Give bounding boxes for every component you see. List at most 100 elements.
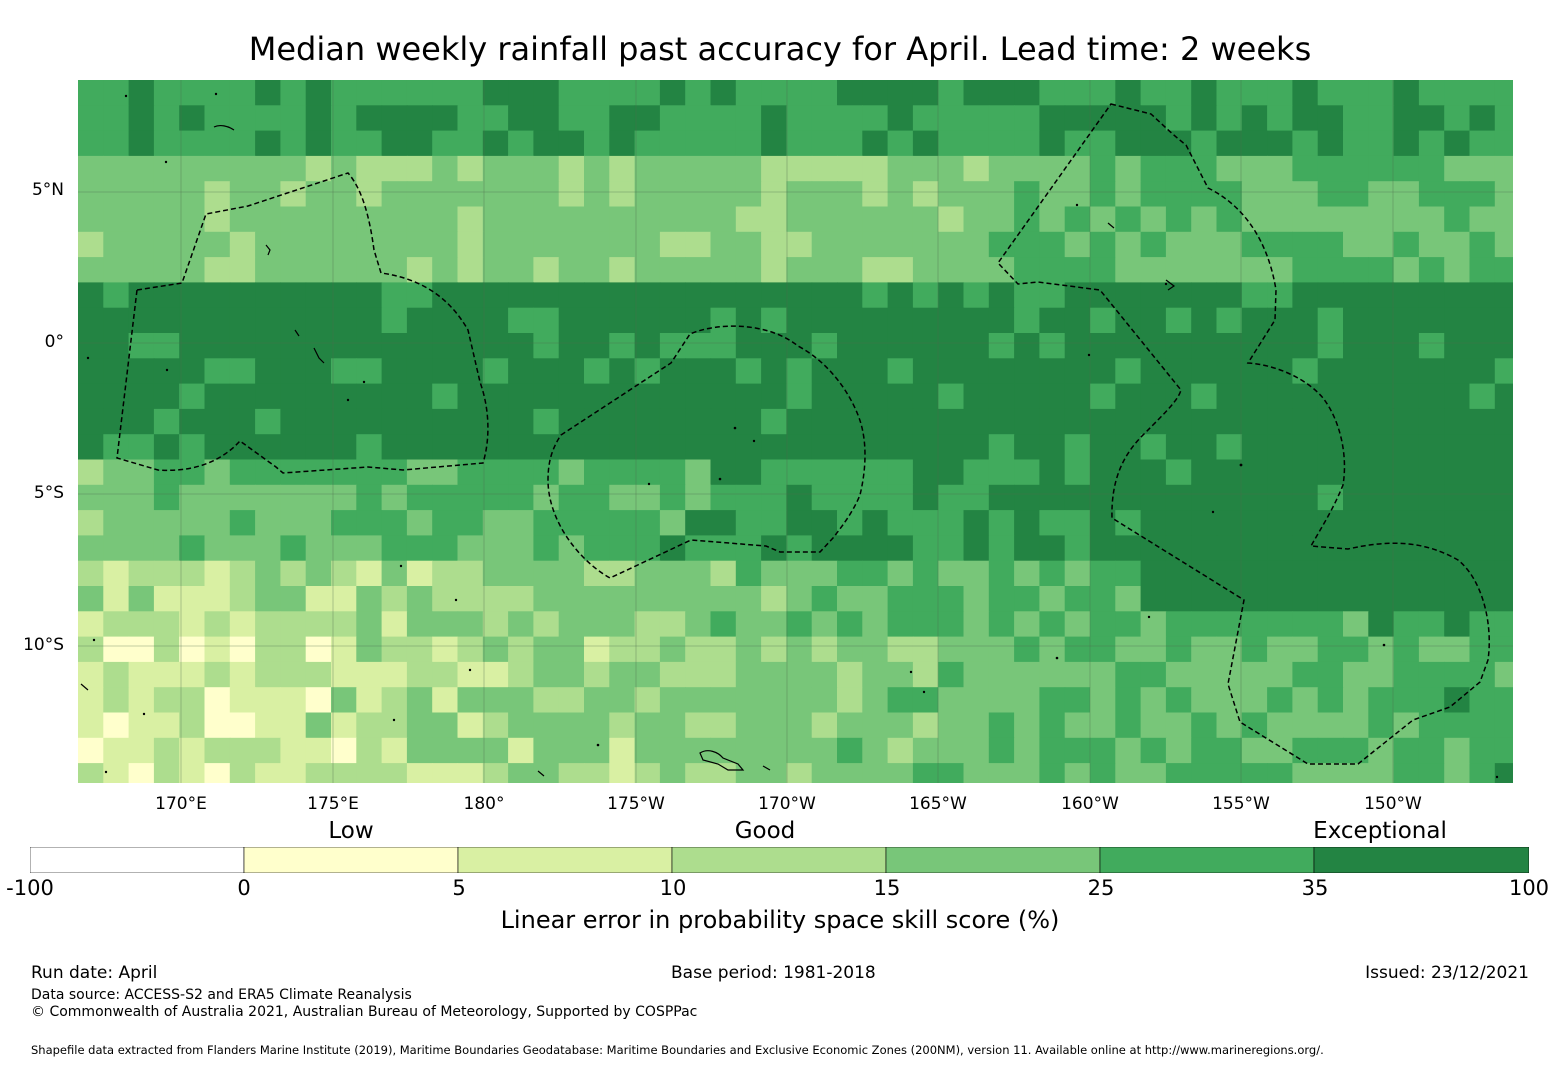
- grid-cell: [710, 333, 737, 359]
- grid-cell: [1317, 130, 1344, 157]
- grid-cell: [963, 763, 990, 783]
- grid-cell: [912, 155, 939, 182]
- grid-cell: [1469, 383, 1496, 410]
- grid-cell: [912, 231, 939, 258]
- grid-cell: [761, 80, 787, 106]
- grid-cell: [482, 155, 509, 182]
- grid-cell: [1317, 181, 1344, 208]
- grid-cell: [406, 408, 433, 435]
- grid-cell: [1267, 383, 1293, 410]
- grid-cell: [634, 257, 661, 283]
- grid-cell: [634, 130, 661, 157]
- grid-cell: [1418, 611, 1445, 638]
- grid-cell: [1216, 434, 1243, 461]
- grid-cell: [1064, 535, 1091, 562]
- grid-cell: [1469, 560, 1496, 587]
- grid-cell: [634, 611, 661, 638]
- grid-cell: [988, 282, 1015, 309]
- category-label-good: Good: [734, 818, 796, 844]
- grid-cell: [508, 231, 534, 258]
- grid-cell: [1014, 383, 1040, 410]
- grid-cell: [1090, 181, 1116, 208]
- grid-cell: [305, 737, 332, 764]
- grid-cell: [912, 282, 939, 309]
- grid-cell: [128, 560, 155, 587]
- grid-cell: [862, 181, 889, 208]
- grid-cell: [305, 687, 332, 714]
- grid-cell: [1014, 434, 1040, 461]
- grid-cell: [381, 105, 408, 132]
- grid-cell: [103, 763, 130, 783]
- grid-cell: [432, 181, 459, 208]
- grid-cell: [305, 105, 332, 132]
- grid-cell: [1343, 687, 1369, 714]
- grid-cell: [1292, 459, 1319, 486]
- grid-cell: [331, 763, 357, 783]
- grid-cell: [457, 282, 484, 309]
- grid-cell: [1393, 661, 1420, 688]
- grid-cell: [584, 763, 610, 783]
- grid-cell: [406, 737, 433, 764]
- grid-cell: [558, 333, 585, 359]
- grid-cell: [1393, 586, 1420, 612]
- grid-cell: [1140, 307, 1167, 334]
- grid-cell: [179, 80, 206, 106]
- grid-cell: [1418, 358, 1445, 385]
- grid-cell: [786, 408, 813, 435]
- grid-cell: [710, 231, 737, 258]
- grid-cell: [609, 737, 636, 764]
- grid-cell: [482, 484, 509, 511]
- grid-cell: [609, 231, 636, 258]
- grid-cell: [1343, 231, 1369, 258]
- grid-cell: [128, 206, 155, 233]
- grid-cell: [887, 181, 914, 208]
- grid-cell: [786, 434, 813, 461]
- grid-cell: [406, 687, 433, 714]
- grid-cell: [710, 155, 737, 182]
- grid-cell: [1267, 206, 1293, 233]
- grid-cell: [710, 206, 737, 233]
- grid-cell: [229, 737, 256, 764]
- grid-cell: [533, 130, 560, 157]
- grid-cell: [482, 737, 509, 764]
- grid-cell: [1317, 636, 1344, 663]
- grid-cell: [533, 231, 560, 258]
- grid-cell: [558, 408, 585, 435]
- grid-cell: [988, 105, 1015, 132]
- grid-cell: [1165, 333, 1192, 359]
- grid-cell: [1165, 510, 1192, 536]
- grid-cell: [153, 510, 180, 536]
- grid-cell: [153, 80, 180, 106]
- grid-cell: [1014, 510, 1040, 536]
- grid-cell: [938, 130, 965, 157]
- grid-cell: [685, 611, 712, 638]
- grid-cell: [1418, 333, 1445, 359]
- grid-cell: [533, 661, 560, 688]
- colorbar-tick: 0: [237, 876, 251, 900]
- grid-cell: [179, 155, 206, 182]
- grid-cell: [533, 383, 560, 410]
- grid-cell: [1317, 307, 1344, 334]
- grid-cell: [837, 560, 863, 587]
- grid-cell: [659, 333, 686, 359]
- grid-cell: [128, 358, 155, 385]
- grid-cell: [1165, 687, 1192, 714]
- grid-cell: [912, 687, 939, 714]
- grid-cell: [1469, 282, 1496, 309]
- grid-cell: [78, 257, 104, 283]
- grid-cell: [761, 636, 787, 663]
- grid-cell: [811, 231, 838, 258]
- grid-cell: [1267, 611, 1293, 638]
- grid-cell: [584, 130, 610, 157]
- grid-cell: [280, 510, 307, 536]
- grid-cell: [331, 586, 357, 612]
- grid-cell: [432, 231, 459, 258]
- grid-cell: [1444, 737, 1471, 764]
- grid-cell: [1115, 282, 1142, 309]
- grid-cell: [811, 181, 838, 208]
- grid-cell: [988, 636, 1015, 663]
- grid-cell: [1140, 535, 1167, 562]
- grid-cell: [1039, 636, 1066, 663]
- grid-cell: [255, 712, 281, 739]
- grid-cell: [305, 408, 332, 435]
